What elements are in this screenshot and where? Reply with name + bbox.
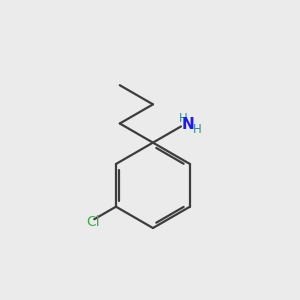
Text: N: N [182, 118, 195, 133]
Text: Cl: Cl [86, 215, 100, 229]
Text: H: H [179, 112, 188, 125]
Text: H: H [193, 124, 202, 136]
